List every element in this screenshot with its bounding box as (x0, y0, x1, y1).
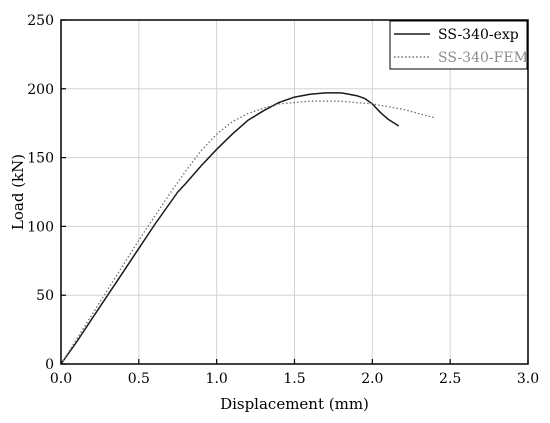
y-tick-label: 150 (27, 151, 54, 167)
series-lines (60, 92, 435, 365)
x-axis-title: Displacement (mm) (220, 395, 369, 413)
y-tick-label: 200 (27, 82, 54, 98)
series-line-exp (60, 92, 400, 365)
y-axis-title: Load (kN) (9, 154, 27, 230)
x-tick-label: 1.5 (283, 371, 305, 387)
legend-box (389, 20, 528, 70)
x-tick-label: 1.0 (206, 371, 228, 387)
grid-lines (61, 20, 528, 364)
legend: SS-340-exp SS-340-FEM (389, 20, 528, 70)
x-tick-label: 0.5 (128, 371, 150, 387)
x-tick-label: 0.0 (50, 371, 72, 387)
x-tick-label: 2.5 (439, 371, 461, 387)
x-tick-label: 2.0 (361, 371, 383, 387)
y-tick-label: 250 (27, 13, 54, 29)
axis-ticks: 0.0 0.5 1.0 1.5 2.0 2.5 3.0 0 50 100 150 200 250 (27, 13, 539, 387)
series-line-fem (60, 100, 435, 365)
x-tick-label: 3.0 (517, 371, 539, 387)
y-tick-label: 0 (45, 357, 54, 373)
y-tick-label: 50 (36, 288, 54, 304)
legend-label-fem: SS-340-FEM (438, 50, 528, 66)
y-tick-label: 100 (27, 219, 54, 235)
legend-label-exp: SS-340-exp (438, 27, 519, 43)
